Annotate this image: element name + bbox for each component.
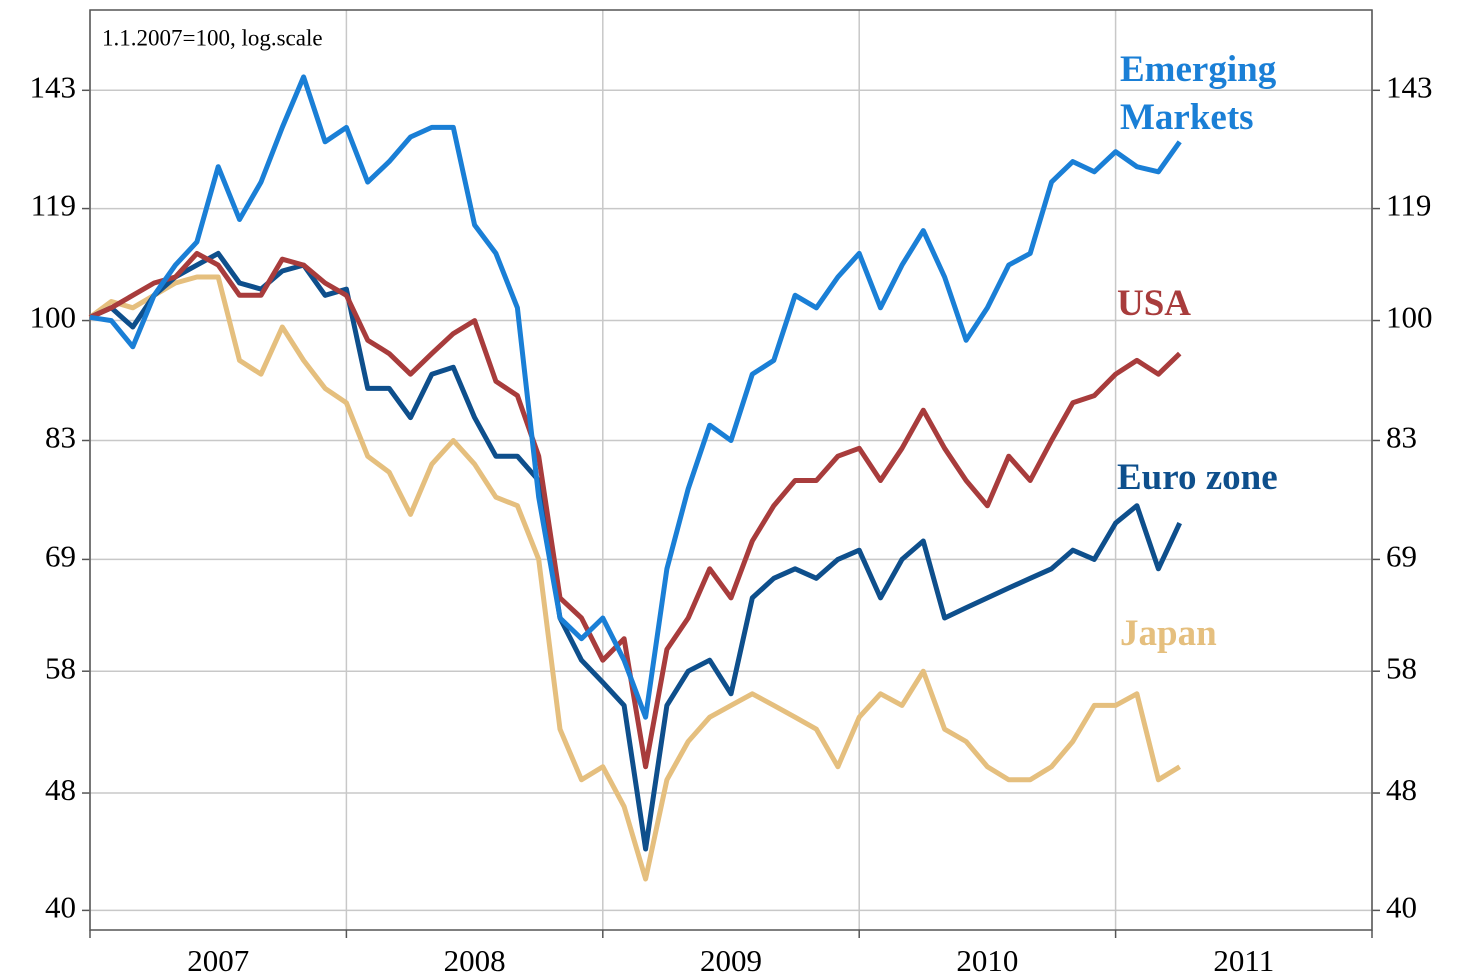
y-tick-label-right: 40 <box>1386 890 1417 925</box>
y-tick-label: 143 <box>30 69 77 104</box>
y-tick-label: 83 <box>45 420 76 455</box>
plot-frame <box>89 9 1373 931</box>
series-line <box>88 250 1182 852</box>
series-label: Euro zone <box>1117 457 1278 498</box>
y-tick-label: 48 <box>45 772 76 807</box>
y-tick-label: 40 <box>45 890 76 925</box>
y-tick-label-right: 69 <box>1386 539 1417 574</box>
y-tick-label: 119 <box>31 188 76 223</box>
y-tick-label-right: 100 <box>1386 300 1433 335</box>
y-tick-label-right: 143 <box>1386 69 1433 104</box>
y-tick-label-right: 83 <box>1386 420 1417 455</box>
y-tick-label: 100 <box>30 300 77 335</box>
x-tick-label: 2007 <box>187 943 249 978</box>
series-line <box>88 250 1182 770</box>
x-tick-label: 2008 <box>444 943 506 978</box>
series-line <box>89 74 1182 720</box>
series-line <box>88 274 1182 882</box>
y-tick-label-right: 48 <box>1386 772 1417 807</box>
x-tick-label: 2009 <box>700 943 762 978</box>
y-tick-label: 58 <box>45 650 76 685</box>
series-label: Japan <box>1120 613 1217 654</box>
y-tick-label-right: 58 <box>1386 650 1417 685</box>
series-label: USA <box>1117 283 1192 324</box>
annotation: 1.1.2007=100, log.scale <box>102 25 323 50</box>
x-tick-label: 2011 <box>1213 943 1274 978</box>
series-label: Emerging Markets <box>1120 49 1277 138</box>
y-tick-label-right: 119 <box>1386 188 1431 223</box>
x-tick-label: 2010 <box>956 943 1018 978</box>
y-tick-label: 69 <box>45 539 76 574</box>
